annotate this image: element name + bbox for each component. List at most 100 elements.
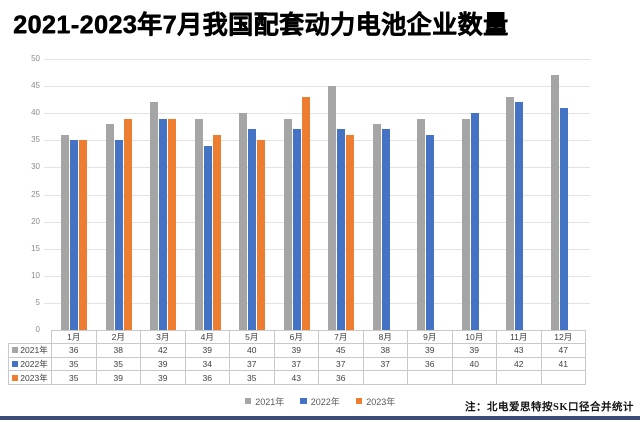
gridline xyxy=(44,221,590,223)
value-cell: 42 xyxy=(497,357,542,372)
bar xyxy=(79,140,88,330)
bottom-accent-bar xyxy=(0,416,640,420)
series-name: 2022年 xyxy=(20,358,48,369)
value-cell: 45 xyxy=(319,343,364,358)
series-swatch xyxy=(12,347,19,354)
series-row-header: 2022年 xyxy=(8,357,52,372)
bar xyxy=(105,124,114,330)
bar xyxy=(381,129,390,330)
bar xyxy=(239,113,248,330)
y-axis-label: 35 xyxy=(31,135,40,145)
month-header-cell: 12月 xyxy=(541,330,586,344)
series-name: 2021年 xyxy=(20,345,48,356)
value-cell: 37 xyxy=(274,357,319,372)
month-header-cell: 5月 xyxy=(230,330,275,344)
bar xyxy=(328,86,337,330)
gridline xyxy=(44,86,590,88)
month-header-cell: 7月 xyxy=(319,330,364,344)
value-cell: 36 xyxy=(319,371,364,385)
value-cell: 35 xyxy=(230,371,275,385)
value-cell: 38 xyxy=(96,343,141,358)
value-cell: 39 xyxy=(408,343,453,358)
value-cell: 40 xyxy=(452,357,497,372)
month-header-cell: 3月 xyxy=(141,330,186,344)
y-axis-label: 10 xyxy=(31,270,40,280)
value-cell: 39 xyxy=(452,343,497,358)
bar xyxy=(283,118,292,330)
table-corner-cell xyxy=(8,330,52,344)
value-cell xyxy=(541,371,586,385)
value-cell: 43 xyxy=(497,343,542,358)
y-axis-label: 30 xyxy=(31,162,40,172)
bar xyxy=(257,140,266,330)
month-header-cell: 4月 xyxy=(185,330,230,344)
month-header-cell: 2月 xyxy=(96,330,141,344)
bar xyxy=(426,134,435,330)
legend-label: 2021年 xyxy=(255,396,285,407)
page-title: 2021-2023年7月我国配套动力电池企业数量 xyxy=(13,11,509,39)
bar xyxy=(292,129,301,330)
value-cell: 39 xyxy=(274,343,319,358)
bar xyxy=(550,75,559,330)
y-axis-label: 45 xyxy=(31,81,40,91)
series-swatch xyxy=(12,374,19,381)
bar xyxy=(123,118,132,330)
series-name: 2023年 xyxy=(20,372,48,383)
bar xyxy=(372,124,381,330)
bar xyxy=(461,118,470,330)
value-cell xyxy=(452,371,497,385)
legend-swatch xyxy=(355,397,363,405)
legend-item: 2023年 xyxy=(355,395,396,408)
value-cell: 37 xyxy=(230,357,275,372)
bar xyxy=(248,129,257,330)
month-header-cell: 6月 xyxy=(274,330,319,344)
value-cell xyxy=(408,371,453,385)
bar xyxy=(301,96,310,330)
bar xyxy=(506,96,515,330)
bar xyxy=(515,102,524,330)
y-axis-label: 15 xyxy=(31,243,40,253)
value-cell: 39 xyxy=(96,371,141,385)
gridline xyxy=(44,302,590,304)
legend-label: 2023年 xyxy=(366,396,396,407)
bar xyxy=(203,145,212,330)
gridline xyxy=(44,275,590,277)
value-cell: 36 xyxy=(52,343,97,358)
value-cell: 34 xyxy=(185,357,230,372)
bar xyxy=(150,102,159,330)
bar xyxy=(559,107,568,330)
value-cell: 36 xyxy=(408,357,453,372)
value-cell xyxy=(497,371,542,385)
value-cell xyxy=(363,371,408,385)
bar xyxy=(70,140,79,330)
month-header-cell: 1月 xyxy=(52,330,97,344)
month-header-cell: 11月 xyxy=(497,330,542,344)
value-cell: 39 xyxy=(185,343,230,358)
value-cell: 42 xyxy=(141,343,186,358)
gridline xyxy=(44,113,590,115)
y-axis-label: 20 xyxy=(31,216,40,226)
value-cell: 38 xyxy=(363,343,408,358)
month-header-cell: 9月 xyxy=(408,330,453,344)
gridline xyxy=(44,59,590,60)
month-header-cell: 8月 xyxy=(363,330,408,344)
value-cell: 47 xyxy=(541,343,586,358)
value-cell: 35 xyxy=(52,371,97,385)
bar xyxy=(417,118,426,330)
value-cell: 37 xyxy=(363,357,408,372)
y-axis-label: 25 xyxy=(31,189,40,199)
y-axis-label: 50 xyxy=(31,54,40,63)
value-cell: 39 xyxy=(141,371,186,385)
value-cell: 35 xyxy=(52,357,97,372)
y-axis-label: 5 xyxy=(35,297,40,307)
legend-swatch xyxy=(244,397,252,405)
gridline xyxy=(44,248,590,250)
value-cell: 37 xyxy=(319,357,364,372)
series-row-header: 2023年 xyxy=(8,371,52,385)
value-cell: 39 xyxy=(141,357,186,372)
bar xyxy=(114,140,123,330)
value-cell: 35 xyxy=(96,357,141,372)
y-axis-label: 0 xyxy=(35,325,40,334)
legend-item: 2021年 xyxy=(244,395,285,408)
